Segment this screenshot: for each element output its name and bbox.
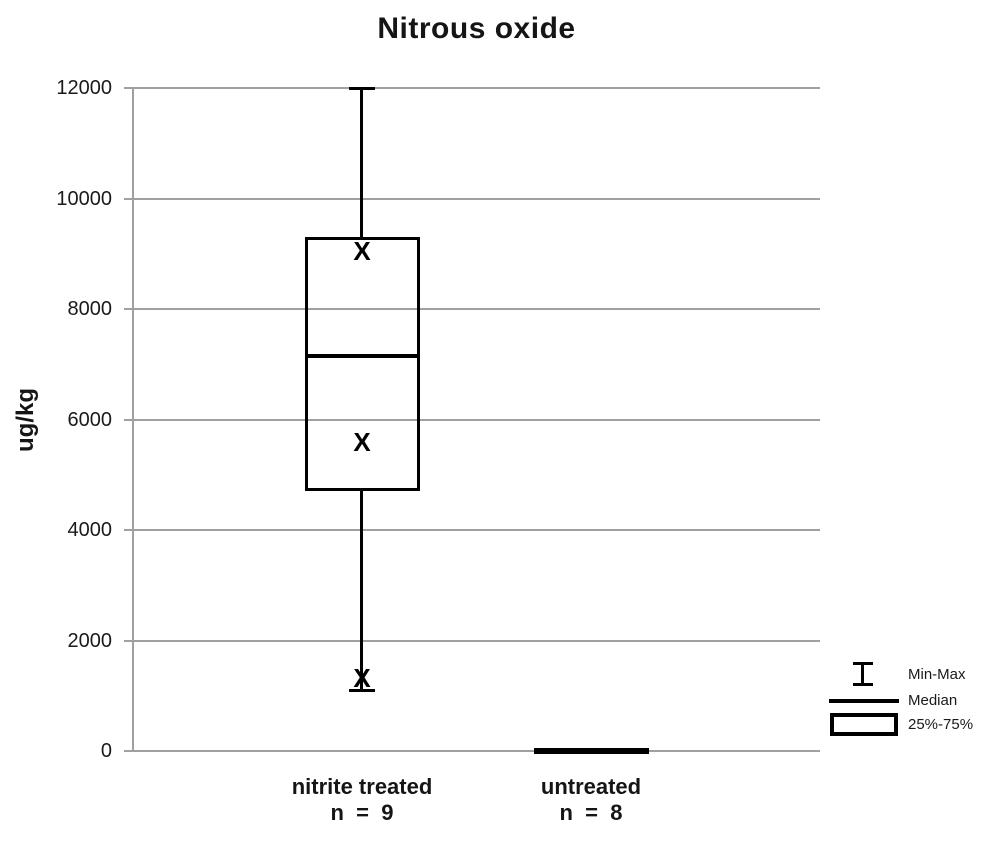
whisker-line: [861, 662, 864, 686]
whisker-cap-bottom: [853, 683, 873, 686]
y-tick-mark: [124, 419, 133, 421]
y-tick-label: 2000: [67, 630, 113, 652]
gridline: [133, 87, 820, 89]
legend: Min-Max Median 25%-75%: [828, 656, 1000, 748]
y-tick-label: 6000: [67, 409, 113, 431]
y-tick-mark: [124, 529, 133, 531]
gridline: [133, 198, 820, 200]
iqr-box: [305, 237, 420, 491]
x-marker: X: [353, 427, 371, 457]
category-n-label: n = 8: [559, 800, 623, 825]
gridline: [133, 750, 820, 752]
median-line: [305, 354, 420, 358]
x-marker: X: [353, 236, 371, 266]
whisker-cap-min: [349, 689, 375, 692]
iqr-box-icon: [830, 713, 898, 736]
legend-label-iqr: 25%-75%: [908, 716, 974, 733]
y-tick-label: 0: [100, 740, 112, 762]
whisker-lower: [360, 491, 363, 690]
y-tick-mark: [124, 308, 133, 310]
minmax-whisker-icon: [853, 662, 873, 686]
y-tick-mark: [124, 198, 133, 200]
gridline: [133, 640, 820, 642]
flat-median-line: [534, 748, 649, 754]
y-axis-line: [132, 88, 134, 751]
category-n-label: n = 9: [330, 800, 394, 825]
whisker-upper: [360, 88, 363, 237]
y-tick-mark: [124, 750, 133, 752]
median-line-icon: [829, 699, 899, 703]
x-marker: X: [353, 663, 371, 693]
y-tick-label: 4000: [67, 519, 113, 541]
y-tick-mark: [124, 87, 133, 89]
y-tick-label: 12000: [56, 77, 112, 99]
legend-label-minmax: Min-Max: [908, 666, 966, 683]
gridline: [133, 419, 820, 421]
chart-title: Nitrous oxide: [377, 12, 576, 45]
whisker-cap-max: [349, 87, 375, 90]
category-label: untreated: [540, 774, 642, 799]
y-tick-label: 10000: [56, 188, 112, 210]
y-tick-mark: [124, 640, 133, 642]
y-tick-label: 8000: [67, 298, 113, 320]
gridline: [133, 529, 820, 531]
legend-label-median: Median: [908, 692, 958, 709]
category-label: nitrite treated: [291, 774, 433, 799]
gridline: [133, 308, 820, 310]
